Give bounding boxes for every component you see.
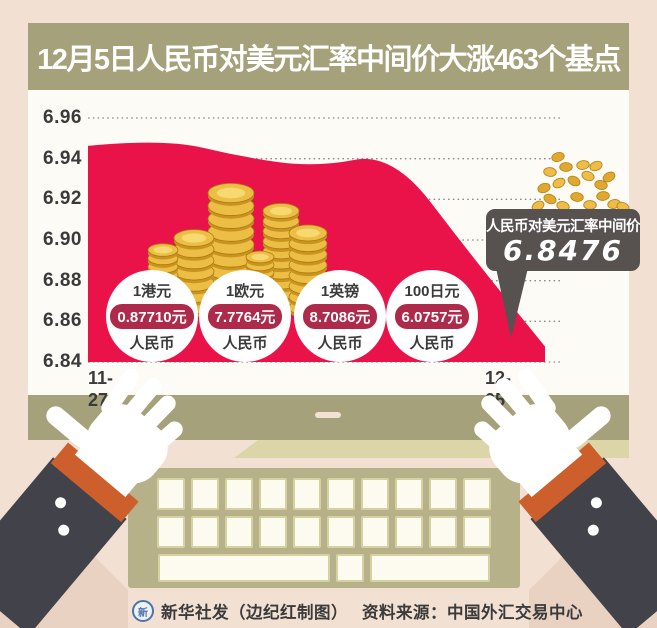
y-tick-label: 6.96 xyxy=(43,107,82,128)
keyboard-key xyxy=(191,516,219,548)
y-tick-label: 6.88 xyxy=(43,269,82,291)
keyboard-row xyxy=(157,478,491,510)
footer-credit-line: 新 新华社发（边纪红制图） 资料来源：中国外汇交易中心 xyxy=(0,597,657,625)
x-axis-label-end: 12-05 xyxy=(485,368,512,410)
credit-text: 新华社发（边纪红制图） xyxy=(161,604,348,622)
monitor-title-bar: 12月5日人民币对美元汇率中间价大涨463个基点 xyxy=(28,23,629,90)
y-tick-label: 6.92 xyxy=(43,188,82,210)
currency-suffix-label: 人民币 xyxy=(129,334,175,352)
sleeve-dot xyxy=(590,497,602,509)
source-text: 资料来源：中国外汇交易中心 xyxy=(362,604,583,622)
currency-badge: 1港元 0.87710元 人民币 xyxy=(106,270,198,362)
y-tick-label: 6.94 xyxy=(43,147,82,169)
headline: 12月5日人民币对美元汇率中间价大涨463个基点 xyxy=(37,43,621,76)
keyboard-key xyxy=(395,516,423,548)
currency-suffix-label: 人民币 xyxy=(409,334,455,352)
keyboard-key xyxy=(293,516,321,548)
currency-value-pill: 0.87710元 xyxy=(110,303,194,329)
sleeve-dot xyxy=(58,524,70,536)
rate-callout: 人民币对美元汇率中间价 6.8476 xyxy=(486,209,641,271)
monitor-shadow xyxy=(234,440,629,458)
keyboard-illustration xyxy=(128,468,520,588)
keyboard-key xyxy=(463,478,491,510)
keyboard-key xyxy=(259,478,287,510)
keyboard-key xyxy=(361,516,389,548)
currency-suffix-label: 人民币 xyxy=(317,334,363,352)
currency-value-pill: 6.0757元 xyxy=(394,303,470,329)
x-axis-label-start: 11-27 xyxy=(88,368,114,410)
currency-badge: 1英镑 8.7086元 人民币 xyxy=(294,270,386,362)
callout-value: 6.8476 xyxy=(502,233,624,267)
keyboard-key xyxy=(429,478,457,510)
keyboard-key xyxy=(259,516,287,548)
sleeve-dot xyxy=(587,524,599,536)
keyboard-key xyxy=(157,478,185,510)
monitor-bottom-bezel xyxy=(28,395,629,440)
keyboard-key xyxy=(336,554,364,582)
keyboard-key xyxy=(429,516,457,548)
keyboard-key xyxy=(157,516,185,548)
currency-suffix-label: 人民币 xyxy=(222,334,268,352)
keyboard-key xyxy=(463,516,491,548)
currency-badge: 100日元 6.0757元 人民币 xyxy=(386,270,478,362)
keyboard-key xyxy=(191,478,219,510)
keyboard-key xyxy=(225,478,253,510)
monitor-button-slot xyxy=(315,412,341,418)
y-tick-label: 6.86 xyxy=(43,310,82,332)
sleeve-dot xyxy=(55,497,67,509)
keyboard-key xyxy=(395,478,423,510)
keyboard-key xyxy=(293,478,321,510)
callout-label: 人民币对美元汇率中间价 xyxy=(486,218,641,235)
keyboard-key xyxy=(225,516,253,548)
xinhua-logo-icon: 新 xyxy=(132,600,154,622)
keyboard-key xyxy=(158,554,330,582)
y-tick-label: 6.90 xyxy=(43,229,82,250)
currency-unit-label: 1欧元 xyxy=(225,282,265,300)
keyboard-key xyxy=(370,554,490,582)
keyboard-key xyxy=(327,516,355,548)
y-tick-label: 6.84 xyxy=(43,351,82,372)
currency-unit-label: 1英镑 xyxy=(320,282,360,300)
currency-value-pill: 7.7764元 xyxy=(207,303,283,329)
keyboard-row xyxy=(158,554,490,582)
keyboard-key xyxy=(361,478,389,510)
keyboard-key xyxy=(327,478,355,510)
currency-unit-label: 1港元 xyxy=(132,282,172,300)
cuff xyxy=(518,442,607,523)
keyboard-row xyxy=(157,516,491,548)
currency-unit-label: 100日元 xyxy=(404,282,460,300)
currency-value-pill: 8.7086元 xyxy=(302,303,378,329)
currency-badge: 1欧元 7.7764元 人民币 xyxy=(199,270,291,362)
cuff xyxy=(50,442,139,523)
